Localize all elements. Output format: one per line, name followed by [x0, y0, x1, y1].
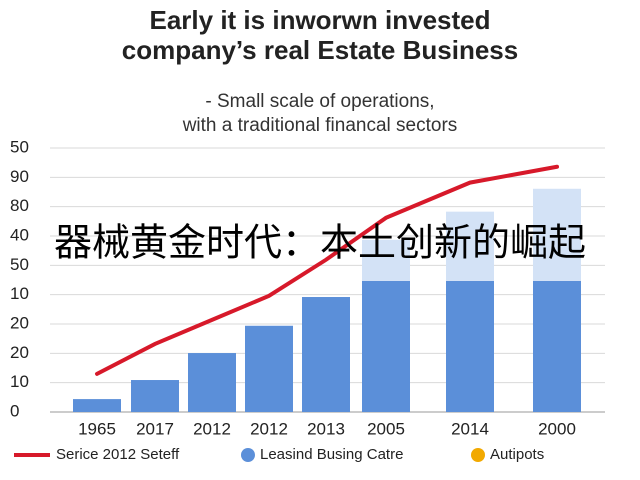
y-tick-label: 50 — [10, 255, 29, 274]
annotation: 器械黄金时代：本土创新的崛起 — [54, 221, 586, 265]
subtitle: - Small scale of operations, — [205, 91, 434, 112]
y-tick-label: 10 — [10, 372, 29, 391]
bar — [73, 399, 121, 412]
y-tick-label: 50 — [10, 137, 29, 156]
y-tick-label: 20 — [10, 313, 29, 332]
chart-title: Early it is inworwn invested — [150, 5, 491, 35]
bar — [446, 280, 494, 412]
y-tick-label: 20 — [10, 343, 29, 362]
y-tick-label: 90 — [10, 167, 29, 186]
bar — [362, 280, 410, 412]
x-tick-label: 1965 — [78, 419, 116, 438]
bar — [188, 353, 236, 412]
legend-swatch — [241, 448, 255, 462]
y-tick-label: 10 — [10, 284, 29, 303]
legend-label: Leasind Busing Catre — [260, 446, 403, 463]
x-tick-label: 2013 — [307, 419, 345, 438]
chart-title: company’s real Estate Business — [122, 35, 518, 65]
legend-swatch — [471, 448, 485, 462]
x-tick-label: 2000 — [538, 419, 576, 438]
x-tick-label: 2017 — [136, 419, 174, 438]
bar — [533, 280, 581, 412]
bar — [446, 211, 494, 281]
y-tick-label: 40 — [10, 225, 29, 244]
line — [95, 164, 559, 376]
bar — [131, 380, 179, 412]
bar — [533, 188, 581, 281]
x-tick-label: 2012 — [193, 419, 231, 438]
x-tick-label: 2012 — [250, 419, 288, 438]
x-tick-label: 2014 — [451, 419, 489, 438]
bar — [302, 297, 350, 412]
subtitle: with a traditional financal sectors — [182, 115, 458, 136]
x-tick-label: 2005 — [367, 419, 405, 438]
bar — [362, 239, 410, 281]
y-tick-label: 80 — [10, 196, 29, 215]
legend-label: Autipots — [490, 446, 544, 463]
y-tick-label: 0 — [10, 401, 19, 420]
legend-label: Serice 2012 Seteff — [56, 446, 180, 463]
bar — [245, 325, 293, 412]
